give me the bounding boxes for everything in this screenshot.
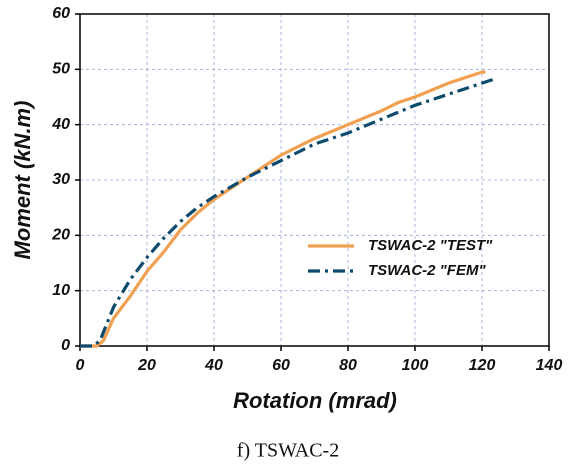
x-tick-label: 80: [339, 357, 357, 374]
x-tick-label: 40: [204, 357, 223, 374]
data-line: [80, 70, 486, 348]
y-tick-label: 50: [52, 61, 70, 78]
y-tick-label: 20: [51, 227, 70, 244]
legend-label: TSWAC-2 "FEM": [368, 262, 486, 279]
y-tick-label: 10: [52, 282, 70, 299]
data-line: [80, 77, 496, 348]
caption: f) TSWAC-2: [237, 440, 339, 462]
legend-label: TSWAC-2 "TEST": [368, 237, 493, 254]
x-tick-label: 20: [137, 357, 156, 374]
plot-frame: [79, 13, 550, 347]
y-tick-label: 30: [52, 171, 70, 188]
x-tick-label: 100: [402, 357, 429, 374]
y-tick-label: 60: [52, 5, 70, 22]
x-tick-label: 60: [272, 357, 290, 374]
y-tick-label: 40: [51, 116, 70, 133]
y-axis-title: Moment (kN.m): [10, 101, 35, 260]
y-tick-label: 0: [61, 337, 70, 354]
x-tick-label: 120: [469, 357, 496, 374]
x-tick-label: 0: [76, 357, 85, 374]
x-axis-title: Rotation (mrad): [233, 388, 397, 413]
x-tick-label: 140: [536, 357, 563, 374]
